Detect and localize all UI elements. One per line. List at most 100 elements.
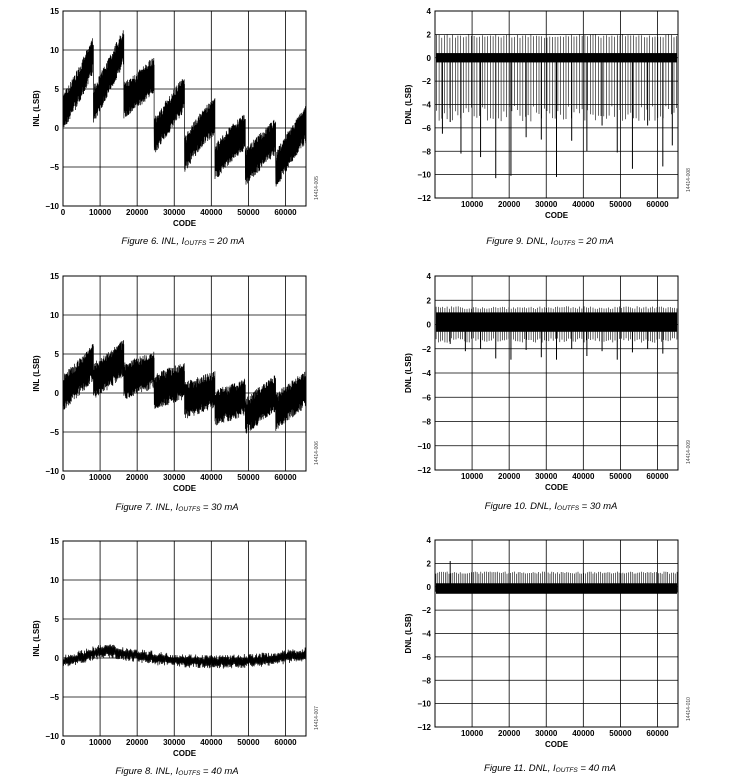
fig8-xtick-6: 60000 [274, 738, 297, 747]
fig9-xtick-1: 20000 [498, 200, 521, 209]
fig9-ytick-7: −10 [417, 171, 431, 180]
fig10-ytick-6: −8 [422, 418, 432, 427]
fig7-xtick-4: 40000 [200, 473, 223, 482]
fig10-figure-code: 14414-009 [686, 440, 692, 464]
fig9-ytick-6: −8 [422, 147, 432, 156]
fig7-xtick-0: 0 [61, 473, 66, 482]
fig8-ylabel: INL (LSB) [32, 620, 41, 657]
caption-fig11: Figure 11. DNL, IOUTFS = 40 mA [484, 763, 616, 774]
fig7-ylabel: INL (LSB) [32, 355, 41, 392]
fig9-ytick-3: −2 [422, 77, 432, 86]
fig7-xtick-1: 10000 [89, 473, 112, 482]
fig6-xtick-2: 20000 [126, 208, 149, 217]
fig11-ytick-8: −12 [417, 723, 431, 732]
fig11-ytick-4: −4 [422, 630, 432, 639]
fig10-ytick-4: −4 [422, 369, 432, 378]
fig7-xtick-2: 20000 [126, 473, 149, 482]
fig10-caption-sub: OUTFS [557, 505, 580, 512]
fig7-ytick-5: −10 [45, 467, 59, 476]
fig10-ytick-3: −2 [422, 345, 432, 354]
fig11-xtick-0: 10000 [461, 729, 484, 738]
fig10-xtick-3: 40000 [572, 472, 595, 481]
fig9-xtick-3: 40000 [572, 200, 595, 209]
fig7-ytick-0: 15 [50, 272, 59, 281]
fig8-ytick-2: 5 [55, 615, 60, 624]
fig11-xtick-2: 30000 [535, 729, 558, 738]
fig9-ytick-8: −12 [417, 194, 431, 203]
fig11-xtick-4: 50000 [609, 729, 632, 738]
caption-fig8: Figure 8. INL, IOUTFS = 40 mA [115, 766, 239, 777]
fig7-series-line [62, 340, 307, 434]
fig10-ytick-7: −10 [417, 442, 431, 451]
fig6-series [62, 30, 307, 187]
fig8-caption-sub: OUTFS [178, 770, 201, 777]
fig7-xtick-6: 60000 [274, 473, 297, 482]
chart-fig7: 0 10000 20000 30000 40000 50000 60000 15 10 5 0 −5 −… [0, 0, 372, 520]
fig8-xtick-2: 20000 [126, 738, 149, 747]
fig8-series-line [62, 644, 307, 669]
fig8-ytick-0: 15 [50, 537, 59, 546]
fig6-ytick-5: −10 [45, 202, 59, 211]
fig6-xtick-6: 60000 [274, 208, 297, 217]
fig9-caption-sub: OUTFS [553, 240, 576, 247]
fig8-plot-frame [62, 540, 307, 737]
fig7-series [62, 340, 307, 434]
fig7-ytick-1: 10 [50, 311, 59, 320]
fig11-ytick-6: −8 [422, 676, 432, 685]
fig8-ytick-4: −5 [50, 693, 60, 702]
fig9-xtick-5: 60000 [646, 200, 669, 209]
chart-fig10-svg: 10000 20000 30000 40000 50000 60000 4 2 0 −2 −4 −6 −… [404, 272, 692, 492]
fig10-plot-frame [434, 275, 679, 471]
fig7-ytick-4: −5 [50, 428, 60, 437]
fig9-plot-frame [434, 10, 679, 199]
fig10-ytick-5: −6 [422, 393, 432, 402]
fig11-ytick-2: 0 [427, 583, 432, 592]
fig11-figure-code: 14414-010 [686, 697, 692, 721]
fig6-series-line [62, 30, 307, 187]
fig11-ytick-1: 2 [427, 559, 432, 568]
caption-fig6: Figure 6. INL, IOUTFS = 20 mA [121, 236, 245, 247]
fig8-xtick-0: 0 [61, 738, 66, 747]
fig11-plot-frame [434, 539, 679, 728]
fig7-ytick-2: 5 [55, 350, 60, 359]
fig9-ylabel: DNL (LSB) [404, 84, 413, 124]
fig10-xtick-5: 60000 [646, 472, 669, 481]
fig9-xtick-2: 30000 [535, 200, 558, 209]
fig11-xlabel: CODE [545, 740, 569, 749]
fig8-xtick-3: 30000 [163, 738, 186, 747]
fig11-ytick-3: −2 [422, 606, 432, 615]
fig6-xlabel: CODE [173, 219, 197, 228]
fig9-figure-code: 14414-008 [686, 168, 692, 192]
fig9-xtick-4: 50000 [609, 200, 632, 209]
fig6-xtick-4: 40000 [200, 208, 223, 217]
fig9-ytick-2: 0 [427, 54, 432, 63]
fig10-ytick-8: −12 [417, 466, 431, 475]
fig8-ytick-1: 10 [50, 576, 59, 585]
caption-fig7: Figure 7. INL, IOUTFS = 30 mA [115, 502, 239, 513]
fig8-xlabel: CODE [173, 749, 197, 758]
caption-fig10: Figure 10. DNL, IOUTFS = 30 mA [484, 501, 618, 512]
fig7-figure-code: 14414-006 [314, 441, 320, 465]
fig10-xtick-2: 30000 [535, 472, 558, 481]
fig7-xlabel: CODE [173, 484, 197, 493]
fig11-xtick-5: 60000 [646, 729, 669, 738]
fig6-xtick-5: 50000 [237, 208, 260, 217]
fig11-ytick-5: −6 [422, 653, 432, 662]
chart-fig10: 10000 20000 30000 40000 50000 60000 4 2 0 −2 −4 −6 −… [404, 272, 692, 492]
fig8-xtick-4: 40000 [200, 738, 223, 747]
fig6-ylabel: INL (LSB) [32, 90, 41, 127]
fig10-xlabel: CODE [545, 483, 569, 492]
fig6-figure-code: 14414-005 [314, 176, 320, 200]
fig9-xlabel: CODE [545, 211, 569, 220]
fig10-ytick-1: 2 [427, 296, 432, 305]
fig9-ytick-1: 2 [427, 30, 432, 39]
fig9-xtick-0: 10000 [461, 200, 484, 209]
fig6-ytick-0: 15 [50, 7, 59, 16]
fig8-xtick-1: 10000 [89, 738, 112, 747]
fig6-xtick-0: 0 [61, 208, 66, 217]
caption-fig9: Figure 9. DNL, IOUTFS = 20 mA [486, 236, 614, 247]
chart-fig7-svg: 0 10000 20000 30000 40000 50000 60000 15 10 5 0 −5 −… [32, 272, 320, 493]
fig6-ytick-1: 10 [50, 46, 59, 55]
fig9-ytick-4: −4 [422, 101, 432, 110]
fig11-dnl-lines [435, 571, 678, 593]
